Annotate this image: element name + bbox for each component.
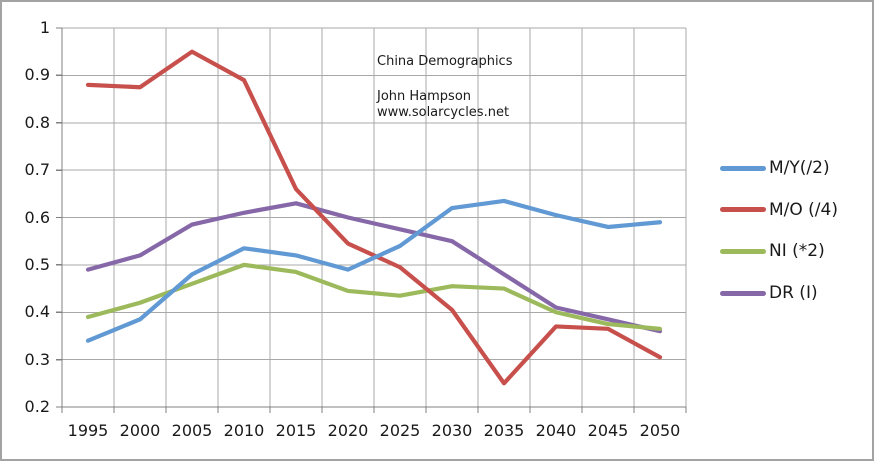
legend-label: DR (I) <box>769 283 818 304</box>
y-tick-label: 0.6 <box>24 207 50 227</box>
y-tick-label: 0.9 <box>24 65 50 85</box>
legend-label: NI (*2) <box>769 241 825 262</box>
legend-item: DR (I) <box>720 282 818 304</box>
credit-author: John Hampson <box>377 89 472 104</box>
y-tick-label: 0.7 <box>24 160 50 180</box>
y-tick-label: 0.3 <box>24 349 50 369</box>
chart-title: China Demographics <box>377 54 513 69</box>
y-tick-label: 0.5 <box>24 254 50 274</box>
legend-label: M/Y(/2) <box>769 158 830 178</box>
x-tick-label: 2010 <box>223 421 265 440</box>
y-tick-label: 0.8 <box>24 112 50 132</box>
x-tick-label: 2025 <box>379 421 421 440</box>
series-line-m-y-2- <box>85 198 663 343</box>
series-line-ni-2- <box>85 262 663 331</box>
x-tick-label: 2045 <box>587 421 629 440</box>
x-tick-label: 2040 <box>535 421 577 440</box>
x-tick-label: 2030 <box>431 421 473 440</box>
x-tick-label: 2020 <box>327 421 369 440</box>
legend-item: M/O (/4) <box>720 199 838 221</box>
x-tick-label: 2035 <box>483 421 525 440</box>
x-tick-label: 1995 <box>67 421 109 440</box>
y-tick-label: 0.4 <box>24 302 50 322</box>
legend-label: M/O (/4) <box>769 199 838 220</box>
x-tick-label: 2015 <box>275 421 317 440</box>
y-tick-label: 0.2 <box>24 397 50 416</box>
legend-swatch-icon <box>720 165 766 171</box>
legend-swatch-icon <box>720 207 766 213</box>
legend-item: NI (*2) <box>720 240 825 262</box>
series-line-m-o-4- <box>85 49 663 386</box>
x-tick-label: 2050 <box>639 421 681 440</box>
y-tick-label: 1 <box>39 18 50 37</box>
legend-swatch-icon <box>720 248 766 254</box>
legend-item: M/Y(/2) <box>720 157 830 179</box>
x-tick-label: 2000 <box>119 421 161 440</box>
legend-swatch-icon <box>720 290 766 296</box>
series-line-dr-i- <box>85 201 663 334</box>
x-tick-label: 2005 <box>171 421 213 440</box>
credit-website: www.solarcycles.net <box>377 105 510 120</box>
